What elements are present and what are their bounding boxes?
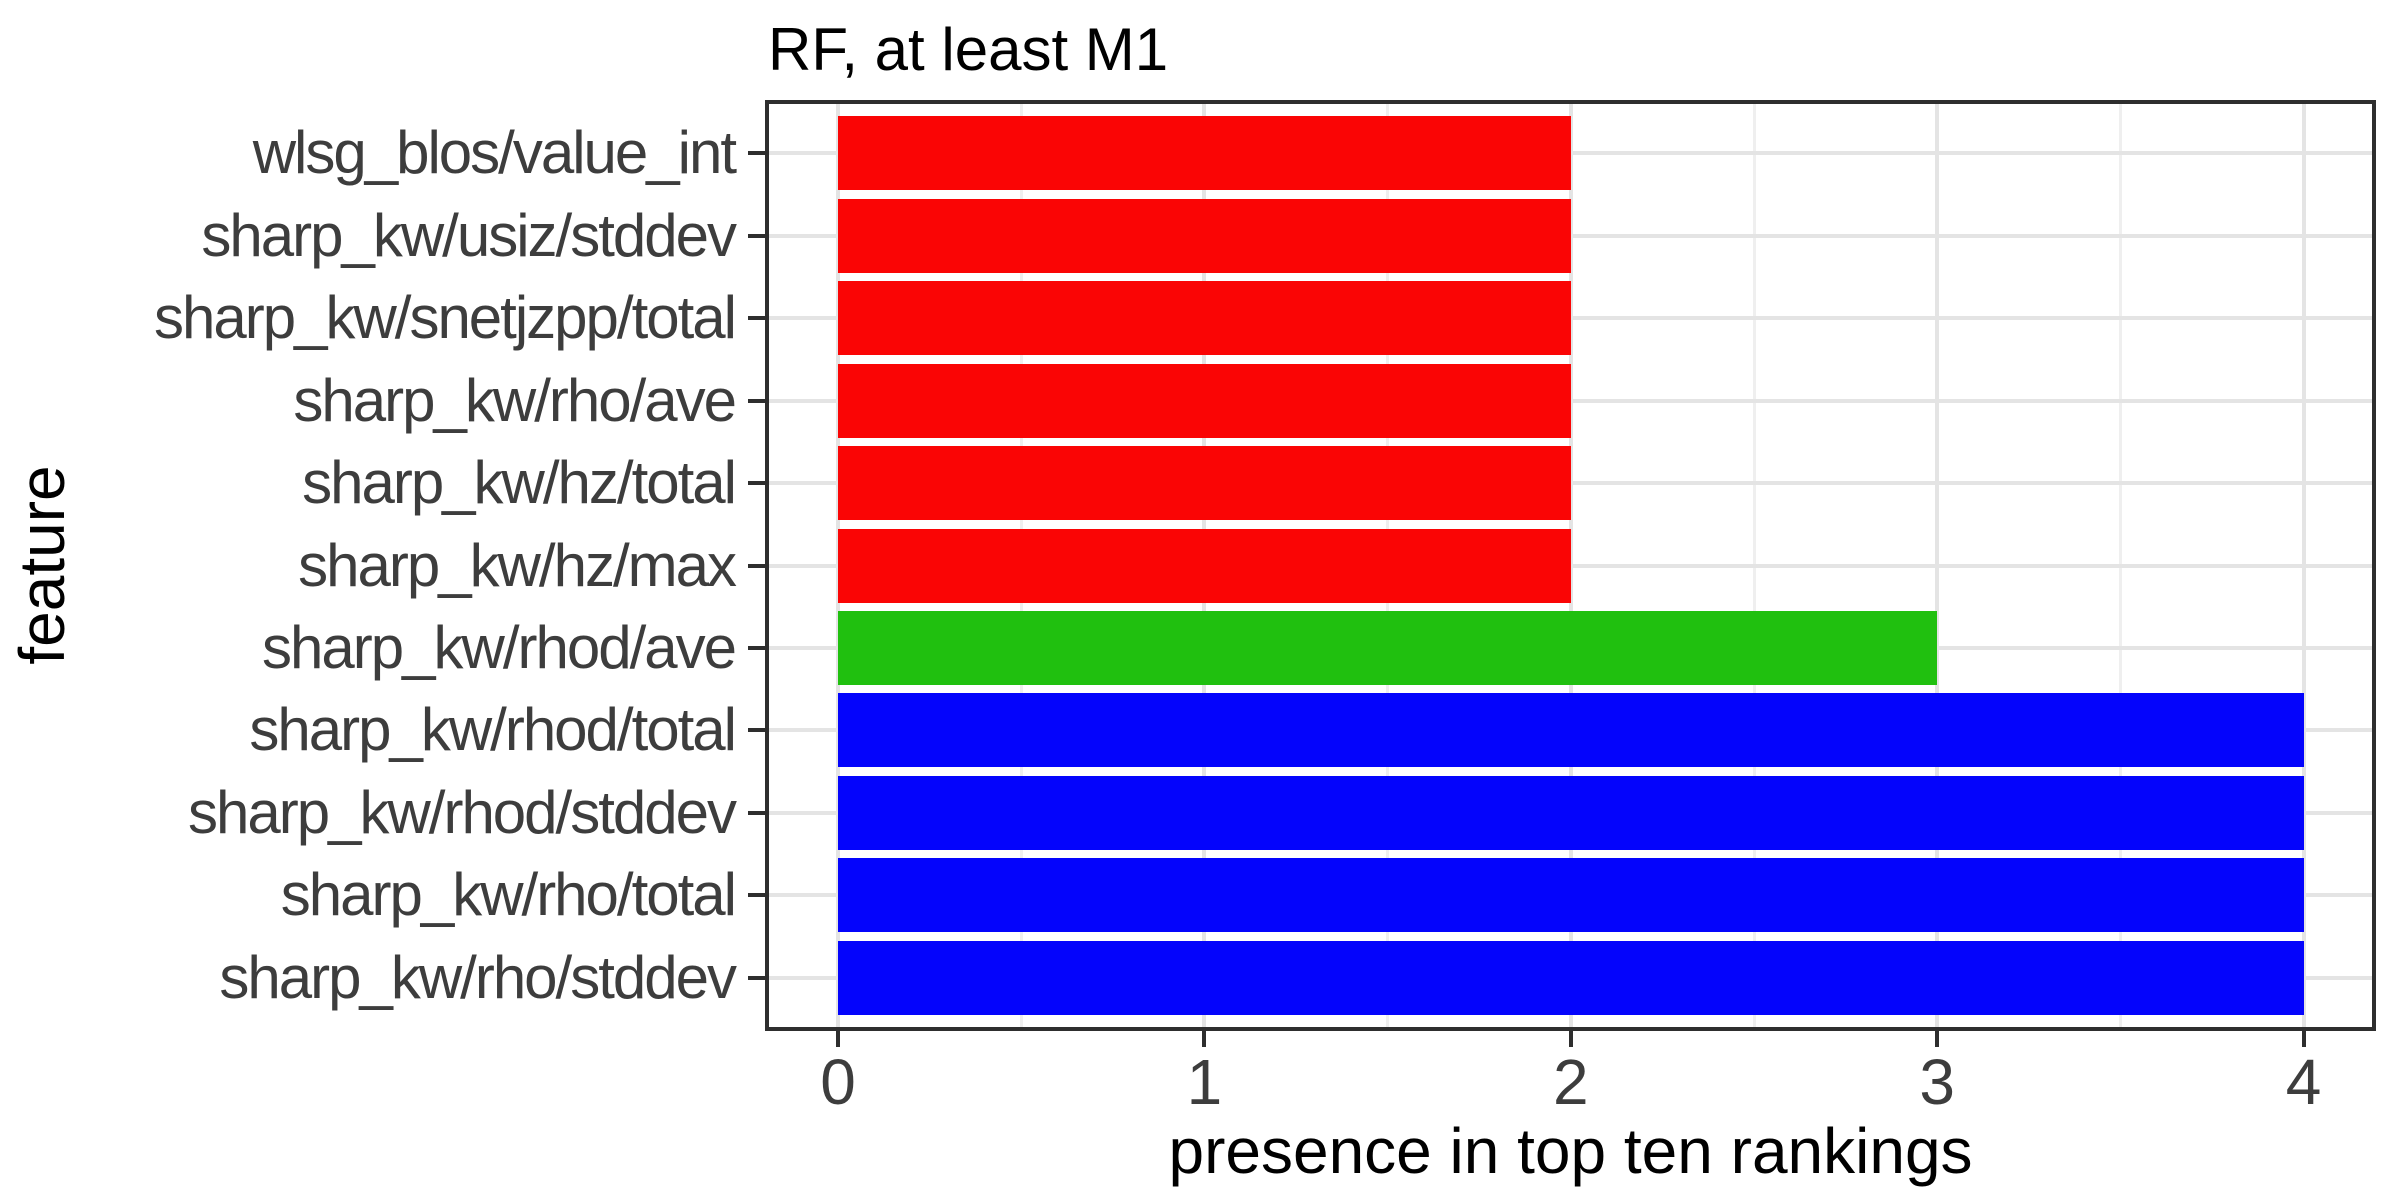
- bar: [838, 198, 1571, 273]
- y-tick-mark: [748, 975, 765, 980]
- x-tick-mark: [1935, 1031, 1940, 1047]
- bar: [838, 775, 2304, 850]
- y-tick-mark: [748, 728, 765, 733]
- y-tick-mark: [748, 151, 765, 156]
- y-tick-mark: [748, 810, 765, 815]
- bar: [838, 116, 1571, 191]
- x-tick-mark: [1202, 1031, 1207, 1047]
- bar: [838, 281, 1571, 356]
- y-tick-mark: [748, 398, 765, 403]
- y-tick-mark: [748, 481, 765, 486]
- y-tick-label: sharp_kw/snetjzpp/total: [153, 284, 737, 352]
- bar: [838, 610, 1938, 685]
- y-tick-mark: [748, 645, 765, 650]
- y-tick-mark: [748, 893, 765, 898]
- y-tick-label: sharp_kw/rhod/stddev: [188, 778, 737, 846]
- y-tick-mark: [748, 316, 765, 321]
- y-tick-mark: [748, 563, 765, 568]
- bar: [838, 446, 1571, 521]
- y-tick-label: sharp_kw/hz/total: [302, 449, 737, 517]
- y-tick-label: sharp_kw/hz/max: [298, 531, 737, 599]
- x-axis-title: presence in top ten rankings: [1168, 1115, 1973, 1187]
- x-tick-mark: [836, 1031, 840, 1047]
- plot-panel: [765, 100, 2376, 1031]
- y-tick-label: sharp_kw/rho/total: [280, 861, 737, 929]
- y-tick-label: sharp_kw/rho/ave: [293, 366, 737, 434]
- y-tick-label: sharp_kw/usiz/stddev: [201, 201, 737, 269]
- x-tick-label: 3: [1919, 1046, 1955, 1118]
- bar: [838, 693, 2304, 768]
- bar: [838, 528, 1571, 603]
- x-tick-label: 1: [1186, 1046, 1223, 1118]
- y-tick-label: sharp_kw/rhod/ave: [262, 613, 737, 681]
- x-tick-label: 2: [1553, 1046, 1589, 1118]
- bar: [838, 858, 2304, 933]
- bar: [838, 363, 1571, 438]
- y-tick-label: sharp_kw/rhod/total: [249, 696, 737, 764]
- x-tick-label: 0: [820, 1046, 856, 1118]
- y-tick-mark: [748, 233, 765, 238]
- x-tick-label: 4: [2285, 1046, 2322, 1118]
- x-tick-mark: [1568, 1031, 1573, 1047]
- bar: [838, 940, 2304, 1015]
- y-tick-label: wlsg_blos/value_int: [252, 119, 737, 187]
- chart-title: RF, at least M1: [768, 16, 1169, 83]
- y-tick-label: sharp_kw/rho/stddev: [219, 943, 737, 1011]
- x-tick-mark: [2301, 1031, 2306, 1047]
